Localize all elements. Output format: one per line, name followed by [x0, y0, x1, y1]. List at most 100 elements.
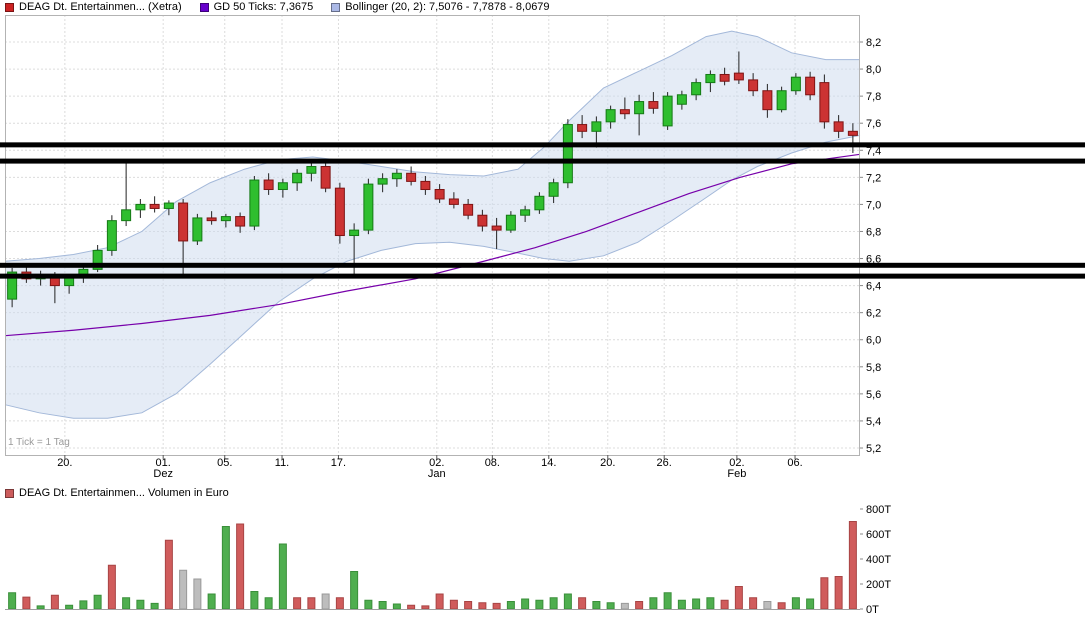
candle-down: [819, 82, 830, 123]
y-axis-label: 7,4: [866, 145, 881, 157]
bollinger-upper-line: [4, 30, 860, 262]
volume-bar: [791, 597, 800, 610]
volume-bar: [435, 593, 444, 610]
candle-up: [106, 220, 117, 251]
volume-bar: [820, 577, 829, 610]
x-axis-label: 17.: [331, 457, 346, 469]
gd50-swatch-icon: [199, 2, 209, 12]
y-axis-label: 7,0: [866, 199, 881, 211]
x-axis-label: 26.: [657, 457, 672, 469]
volume-bar: [535, 599, 544, 610]
volume-bar: [506, 601, 515, 610]
volume-chart-legend: DEAG Dt. Entertainmen... Volumen in Euro: [5, 487, 247, 499]
volume-bar: [606, 602, 615, 610]
volume-bar: [236, 523, 245, 610]
volume-y-axis-label: 600T: [866, 529, 891, 541]
volume-bar: [407, 604, 416, 610]
volume-bar: [378, 601, 387, 610]
volume-bar: [563, 593, 572, 610]
volume-bar: [321, 593, 330, 610]
y-axis-label: 5,6: [866, 389, 881, 401]
y-axis-label: 6,4: [866, 281, 881, 293]
candle-up: [790, 76, 801, 92]
volume-bar: [264, 597, 273, 610]
volume-bar: [65, 604, 74, 610]
volume-bar: [221, 526, 230, 610]
candle-up: [135, 203, 146, 211]
volume-bar: [592, 601, 601, 610]
volume-bar: [706, 597, 715, 610]
y-axis-label: 5,4: [866, 416, 881, 428]
candle-up: [249, 179, 260, 227]
candle-down: [733, 72, 744, 81]
candle-up: [691, 82, 702, 96]
volume-bar: [464, 601, 473, 610]
volume-bar: [122, 597, 131, 610]
support-resistance-line: [0, 158, 1085, 164]
candle-down: [762, 90, 773, 111]
legend-volume: DEAG Dt. Entertainmen... Volumen in Euro: [5, 487, 229, 499]
volume-bar: [620, 602, 629, 610]
y-axis-label: 6,8: [866, 226, 881, 238]
x-axis-label: 11.: [275, 457, 289, 469]
volume-y-axis-label: 800T: [866, 504, 891, 516]
volume-bar: [649, 597, 658, 610]
volume-bar: [806, 598, 815, 610]
volume-bar: [335, 597, 344, 610]
volume-bar: [692, 598, 701, 610]
candle-down: [320, 166, 331, 189]
candle-down: [334, 187, 345, 237]
candle-up: [277, 182, 288, 191]
candle-up: [705, 73, 716, 84]
candle-down: [748, 79, 759, 92]
volume-bar: [207, 593, 216, 610]
x-axis-label: 20.: [57, 457, 72, 469]
y-axis-label: 7,6: [866, 118, 881, 130]
candle-up: [591, 121, 602, 132]
y-axis-label: 6,0: [866, 335, 881, 347]
price-chart-legend: DEAG Dt. Entertainmen... (Xetra) GD 50 T…: [5, 1, 568, 13]
y-axis-label: 8,0: [866, 64, 881, 76]
volume-bar: [848, 521, 857, 610]
volume-bar: [492, 602, 501, 610]
candle-up: [121, 209, 132, 222]
bollinger-swatch-icon: [331, 2, 341, 12]
volume-bar: [107, 564, 116, 610]
volume-label: DEAG Dt. Entertainmen... Volumen in Euro: [19, 487, 229, 499]
legend-bollinger: Bollinger (20, 2): 7,5076 - 7,7878 - 8,0…: [331, 1, 550, 13]
candle-down: [434, 189, 445, 200]
candle-up: [292, 172, 303, 184]
volume-bar: [777, 602, 786, 610]
gd50-label: GD 50 Ticks: 7,3675: [213, 1, 314, 13]
volume-bar: [164, 539, 173, 610]
instrument-label: DEAG Dt. Entertainmen... (Xetra): [19, 1, 182, 13]
x-axis-month-label: Feb: [727, 468, 746, 480]
volume-bar: [193, 578, 202, 610]
volume-bar: [734, 586, 743, 610]
candle-up: [634, 101, 645, 115]
candle-down: [420, 180, 431, 191]
volume-bar: [392, 603, 401, 610]
volume-bar: [22, 596, 31, 610]
volume-axis-labels: 800T 600T 400T 200T 0T: [860, 504, 891, 616]
volume-bar: [677, 599, 686, 610]
candle-up: [676, 94, 687, 105]
support-resistance-line: [0, 273, 1085, 279]
candle-up: [306, 166, 317, 174]
y-axis-label: 5,8: [866, 362, 881, 374]
volume-bar: [364, 599, 373, 610]
candle-up: [64, 276, 75, 287]
volume-bar: [293, 597, 302, 610]
candle-down: [406, 172, 417, 182]
volume-bar: [150, 602, 159, 610]
candle-down: [719, 73, 730, 82]
volume-chart-canvas: 800T 600T 400T 200T 0T: [5, 504, 891, 616]
x-axis-label: 05.: [217, 457, 232, 469]
candle-up: [605, 109, 616, 123]
support-resistance-line: [0, 142, 1085, 148]
y-axis-label: 7,2: [866, 172, 881, 184]
volume-bar: [250, 591, 259, 610]
candle-up: [349, 229, 360, 237]
volume-bar: [720, 599, 729, 610]
